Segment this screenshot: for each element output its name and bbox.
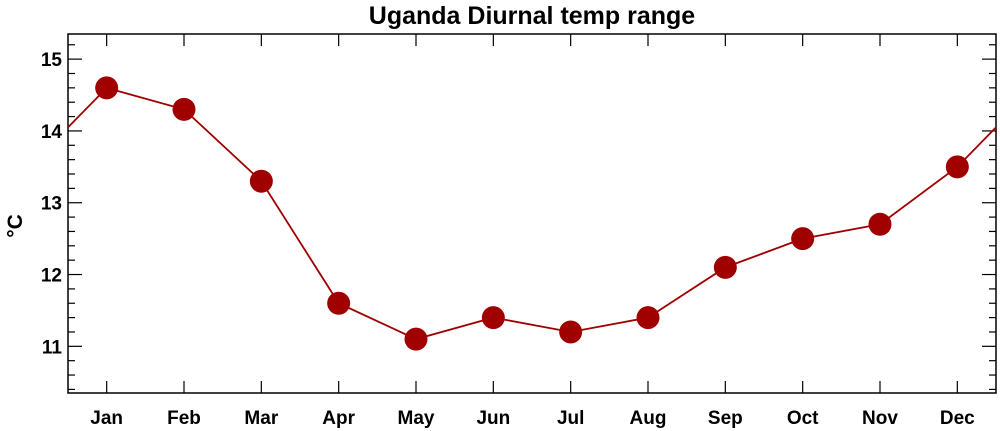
data-point-feb [172,97,196,121]
x-tick-label: May [398,408,435,429]
x-tick-label: Oct [787,408,819,429]
data-point-oct [791,227,815,251]
data-point-sep [713,255,737,279]
data-point-aug [636,306,660,330]
x-tick-label: Nov [862,408,898,429]
data-point-jan [95,76,119,100]
data-point-jun [481,306,505,330]
x-tick-label: Sep [708,408,743,429]
x-tick-label: Apr [322,408,355,429]
x-tick-label: Aug [630,408,667,429]
y-tick-label: 11 [42,337,63,358]
y-tick-label: 15 [41,50,63,71]
tick-labels: 11 12 13 14 15 Jan Feb Mar Apr May Jun Jul Aug Sep Oct… [41,50,975,429]
data-series [67,76,997,351]
data-point-apr [327,291,351,315]
data-point-jul [559,320,583,344]
x-tick-label: Jun [476,408,510,429]
data-point-dec [945,155,969,179]
y-tick-label: 13 [41,194,62,215]
plot-frame [67,33,997,394]
axis-ticks [68,34,996,393]
series-line [67,86,997,341]
data-point-mar [249,169,273,193]
x-tick-label: Jul [557,408,584,429]
y-tick-label: 14 [41,122,63,143]
chart-title: Uganda Diurnal temp range [369,2,696,30]
x-tick-label: Feb [167,408,201,429]
y-axis-label: °C [4,214,27,238]
x-tick-label: Dec [940,408,975,429]
data-point-nov [868,212,892,236]
data-point-may [404,327,428,351]
y-tick-label: 12 [41,266,62,287]
x-tick-label: Mar [244,408,278,429]
x-tick-label: Jan [90,408,123,429]
